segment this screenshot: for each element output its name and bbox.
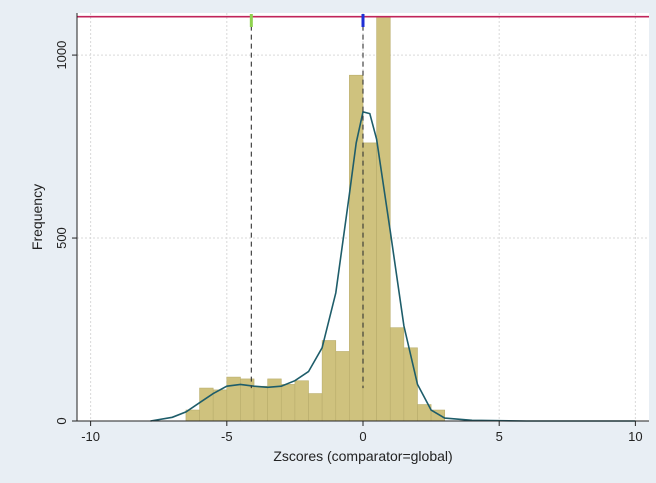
x-tick-label: -10: [81, 429, 100, 444]
histogram-bar: [389, 327, 405, 422]
x-tick-label: 0: [359, 429, 366, 444]
histogram-bar: [267, 378, 282, 422]
x-tick-label: 10: [628, 429, 642, 444]
histogram-bar: [185, 409, 200, 422]
y-tick-label: 0: [54, 417, 69, 424]
density-curve: [150, 110, 636, 422]
reference-marker: [249, 14, 253, 27]
histogram-bar: [253, 385, 268, 422]
histogram-bar: [199, 387, 214, 422]
y-tick-label: 500: [54, 227, 69, 249]
histogram-bar: [226, 376, 241, 422]
histogram-bar: [349, 74, 364, 422]
histogram-bars: [185, 16, 446, 422]
histogram-bar: [294, 380, 309, 422]
histogram-bar: [335, 351, 350, 422]
histogram-bar: [403, 347, 418, 422]
y-axis-title: Frequency: [29, 184, 45, 250]
reference-lines: [77, 14, 649, 389]
x-tick-label: 5: [496, 429, 503, 444]
x-tick-label: -5: [221, 429, 233, 444]
histogram-bar: [321, 340, 337, 422]
y-tick-label: 1000: [54, 41, 69, 70]
histogram-bar: [308, 393, 323, 422]
histogram-bar: [362, 142, 377, 422]
histogram-bar: [212, 389, 228, 422]
tick-labels: -10 -5 0 5 10 0 500 1000: [54, 41, 643, 444]
x-axis-title: Zscores (comparator=global): [273, 448, 452, 464]
histogram-bar: [280, 384, 296, 422]
reference-marker: [361, 14, 365, 27]
